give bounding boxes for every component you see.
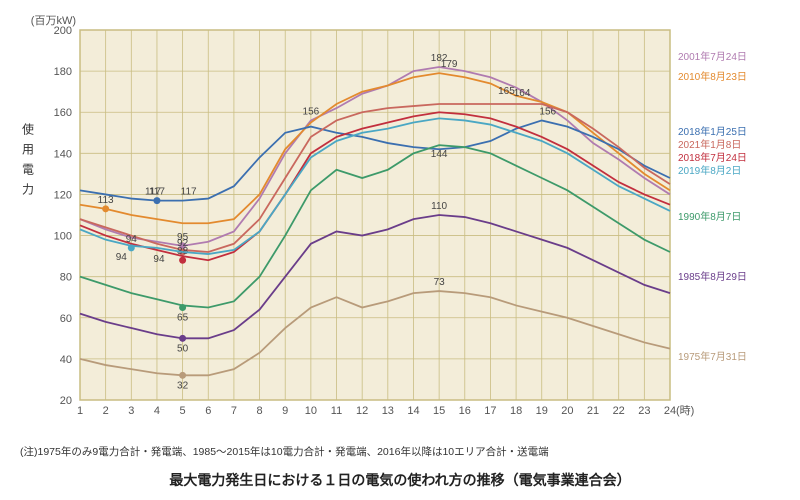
marker-label: 94 [126, 234, 138, 245]
marker-label: 113 [98, 195, 114, 206]
y-unit-label: (百万kW) [31, 15, 76, 27]
x-tick-label: 5 [180, 405, 186, 417]
x-tick-label: 13 [382, 405, 394, 417]
x-tick-label: 1 [77, 405, 83, 417]
series-marker [179, 372, 186, 379]
x-tick-label: 4 [154, 405, 160, 417]
point-label: 156 [303, 106, 320, 117]
point-label: 144 [431, 149, 448, 160]
x-unit-label: (時) [676, 404, 694, 417]
plot-area [80, 30, 670, 400]
marker-label: 32 [177, 380, 189, 391]
series-legend-label: 1975年7月31日 [678, 350, 747, 363]
y-axis-title: 用 [22, 143, 34, 157]
x-tick-label: 18 [510, 405, 522, 417]
point-label: 94 [153, 254, 165, 265]
x-tick-label: 17 [484, 405, 496, 417]
point-label: 164 [514, 88, 531, 99]
x-tick-label: 6 [205, 405, 211, 417]
point-label: 117 [181, 187, 197, 198]
y-tick-label: 140 [54, 148, 72, 160]
x-tick-label: 7 [231, 405, 237, 417]
series-legend-label: 2021年1月8日 [678, 138, 741, 151]
x-tick-label: 14 [407, 405, 419, 417]
footnote: (注)1975年のみ9電力合計・発電端、1985～2015年は10電力合計・発電… [20, 444, 549, 459]
x-tick-label: 20 [561, 405, 573, 417]
y-tick-label: 100 [54, 231, 72, 243]
figure-title: 最大電力発生日における１日の電気の使われ方の推移（電気事業連合会） [0, 470, 800, 490]
series-legend-label: 1990年8月7日 [678, 210, 741, 223]
y-axis-title: 力 [22, 183, 34, 197]
series-legend-label: 2019年8月2日 [678, 164, 741, 177]
y-tick-label: 160 [54, 107, 72, 119]
point-label: 94 [116, 252, 128, 263]
x-tick-label: 8 [257, 405, 263, 417]
series-legend-label: 2018年7月24日 [678, 151, 747, 164]
point-label: 179 [441, 59, 458, 70]
point-label: 165 [498, 86, 515, 97]
point-label: 117 [145, 187, 161, 198]
line-chart: 2040608010012014016018020012345678910111… [0, 10, 780, 435]
y-tick-label: 80 [60, 272, 72, 284]
series-legend-label: 2018年1月25日 [678, 125, 747, 138]
y-tick-label: 20 [60, 395, 72, 407]
series-marker [153, 197, 160, 204]
y-tick-label: 60 [60, 313, 72, 325]
x-tick-label: 9 [282, 405, 288, 417]
y-tick-label: 120 [54, 189, 72, 201]
x-tick-label: 2 [103, 405, 109, 417]
y-axis-title: 使 [22, 122, 34, 137]
y-tick-label: 40 [60, 354, 72, 366]
point-label: 73 [434, 277, 446, 288]
series-legend-label: 1985年8月29日 [678, 270, 747, 283]
x-tick-label: 16 [459, 405, 471, 417]
marker-label: 50 [177, 343, 189, 354]
series-legend-label: 2001年7月24日 [678, 50, 747, 63]
x-tick-label: 23 [638, 405, 650, 417]
y-axis-title: 電 [22, 163, 34, 177]
series-marker [179, 304, 186, 311]
series-marker [179, 257, 186, 264]
series-marker [102, 205, 109, 212]
marker-label: 65 [177, 313, 189, 324]
x-tick-label: 12 [356, 405, 368, 417]
x-tick-label: 22 [613, 405, 625, 417]
series-marker [128, 244, 135, 251]
x-tick-label: 21 [587, 405, 599, 417]
series-marker [179, 335, 186, 342]
point-label: 110 [431, 201, 447, 212]
x-tick-label: 10 [305, 405, 317, 417]
x-tick-label: 3 [128, 405, 134, 417]
x-tick-label: 15 [433, 405, 445, 417]
series-legend-label: 2010年8月23日 [678, 70, 747, 83]
x-tick-label: 24 [664, 405, 676, 417]
x-tick-label: 19 [536, 405, 548, 417]
y-tick-label: 180 [54, 66, 72, 78]
x-tick-label: 11 [331, 405, 342, 417]
